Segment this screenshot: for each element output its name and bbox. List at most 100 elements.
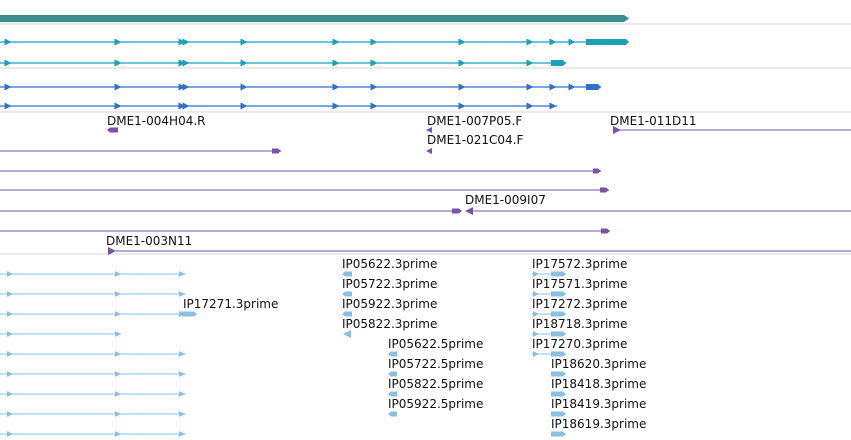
exon-block[interactable] bbox=[551, 271, 566, 277]
est-prime-label[interactable]: IP18718.3prime bbox=[532, 317, 628, 331]
arrow-head-icon bbox=[179, 391, 185, 397]
exon-block[interactable] bbox=[551, 431, 566, 437]
est-prime-label[interactable]: IP18620.3prime bbox=[551, 357, 647, 371]
arrow-head-icon bbox=[568, 38, 576, 46]
arrow-head-icon bbox=[179, 371, 185, 377]
arrow-head-icon bbox=[7, 291, 13, 297]
arrow-head-icon bbox=[426, 148, 432, 154]
arrow-head-icon bbox=[533, 291, 539, 297]
est-prime-label[interactable]: IP05922.3prime bbox=[342, 297, 438, 311]
est-prime-label[interactable]: IP17271.3prime bbox=[183, 297, 279, 311]
arrow-head-icon bbox=[178, 38, 186, 46]
exon-block[interactable] bbox=[600, 187, 609, 193]
est-label[interactable]: DME1-003N11 bbox=[106, 234, 193, 248]
arrow-head-icon bbox=[370, 38, 378, 46]
exon-block[interactable] bbox=[551, 60, 566, 66]
est-label[interactable]: DME1-021C04.F bbox=[427, 133, 524, 147]
exon-block[interactable] bbox=[342, 271, 352, 277]
arrow-head-icon bbox=[343, 330, 351, 338]
exon-block[interactable] bbox=[452, 208, 462, 214]
exon-block[interactable] bbox=[551, 411, 566, 417]
arrow-head-icon bbox=[568, 83, 576, 91]
arrow-head-icon bbox=[526, 59, 534, 67]
est-prime-label[interactable]: IP17571.3prime bbox=[532, 277, 628, 291]
arrow-head-icon bbox=[7, 351, 13, 357]
arrow-head-icon bbox=[526, 83, 534, 91]
arrow-head-icon bbox=[7, 371, 13, 377]
est-label[interactable]: DME1-009I07 bbox=[465, 193, 546, 207]
arrow-head-icon bbox=[332, 59, 340, 67]
exon-block[interactable] bbox=[551, 311, 566, 317]
est-prime-label[interactable]: IP05822.3prime bbox=[342, 317, 438, 331]
exon-block[interactable] bbox=[388, 371, 397, 377]
arrow-head-icon bbox=[332, 102, 340, 110]
est-prime-label[interactable]: IP05622.5prime bbox=[388, 337, 484, 351]
arrow-head-icon bbox=[115, 271, 121, 277]
arrow-head-icon bbox=[7, 431, 13, 437]
arrow-head-icon bbox=[115, 391, 121, 397]
arrow-head-icon bbox=[115, 331, 121, 337]
exon-block[interactable] bbox=[586, 39, 629, 45]
exon-block[interactable] bbox=[551, 351, 566, 357]
exon-block[interactable] bbox=[272, 148, 281, 154]
gene-bar[interactable] bbox=[0, 15, 629, 22]
exon-block[interactable] bbox=[388, 411, 397, 417]
arrow-head-icon bbox=[426, 127, 432, 133]
arrow-head-icon bbox=[7, 391, 13, 397]
est-prime-label[interactable]: IP18418.3prime bbox=[551, 377, 647, 391]
arrow-head-icon bbox=[4, 59, 12, 67]
est-label[interactable]: DME1-011D11 bbox=[610, 114, 697, 128]
est-prime-label[interactable]: IP18619.3prime bbox=[551, 417, 647, 431]
exon-block[interactable] bbox=[593, 168, 601, 174]
exon-block[interactable] bbox=[586, 84, 601, 90]
arrow-head-icon bbox=[179, 351, 185, 357]
arrow-head-icon bbox=[7, 331, 13, 337]
exon-block[interactable] bbox=[342, 291, 352, 297]
arrow-head-icon bbox=[114, 38, 122, 46]
exon-block[interactable] bbox=[551, 371, 566, 377]
arrow-head-icon bbox=[533, 311, 539, 317]
est-prime-label[interactable]: IP18419.3prime bbox=[551, 397, 647, 411]
exon-block[interactable] bbox=[551, 331, 566, 337]
exon-block[interactable] bbox=[182, 311, 197, 317]
est-prime-label[interactable]: IP17270.3prime bbox=[532, 337, 628, 351]
arrow-head-icon bbox=[182, 59, 190, 67]
arrow-head-icon bbox=[115, 291, 121, 297]
arrow-head-icon bbox=[7, 271, 13, 277]
arrow-head-icon bbox=[4, 38, 12, 46]
est-prime-label[interactable]: IP17272.3prime bbox=[532, 297, 628, 311]
exon-block[interactable] bbox=[342, 311, 352, 317]
est-prime-label[interactable]: IP05722.5prime bbox=[388, 357, 484, 371]
arrow-head-icon bbox=[115, 371, 121, 377]
arrow-head-icon bbox=[178, 102, 186, 110]
exon-block[interactable] bbox=[107, 127, 118, 133]
arrow-head-icon bbox=[613, 126, 621, 134]
est-prime-label[interactable]: IP05922.5prime bbox=[388, 397, 484, 411]
est-label[interactable]: DME1-004H04.R bbox=[107, 114, 206, 128]
est-label[interactable]: DME1-007P05.F bbox=[427, 114, 523, 128]
exon-block[interactable] bbox=[551, 391, 566, 397]
arrow-head-icon bbox=[240, 83, 248, 91]
est-prime-label[interactable]: IP05722.3prime bbox=[342, 277, 438, 291]
arrow-head-icon bbox=[7, 411, 13, 417]
exon-block[interactable] bbox=[388, 391, 397, 397]
exon-block[interactable] bbox=[388, 351, 397, 357]
arrow-head-icon bbox=[115, 431, 121, 437]
arrow-head-icon bbox=[182, 83, 190, 91]
arrow-head-icon bbox=[115, 411, 121, 417]
est-prime-label[interactable]: IP17572.3prime bbox=[532, 257, 628, 271]
arrow-head-icon bbox=[465, 207, 473, 215]
est-prime-label[interactable]: IP05822.5prime bbox=[388, 377, 484, 391]
exon-block[interactable] bbox=[551, 291, 566, 297]
arrow-head-icon bbox=[7, 311, 13, 317]
arrow-head-icon bbox=[115, 311, 121, 317]
arrow-head-icon bbox=[182, 102, 190, 110]
arrow-head-icon bbox=[179, 411, 185, 417]
exon-block[interactable] bbox=[601, 228, 610, 234]
arrow-head-icon bbox=[549, 83, 557, 91]
arrow-head-icon bbox=[240, 59, 248, 67]
arrow-head-icon bbox=[332, 38, 340, 46]
est-prime-label[interactable]: IP05622.3prime bbox=[342, 257, 438, 271]
arrow-head-icon bbox=[114, 102, 122, 110]
